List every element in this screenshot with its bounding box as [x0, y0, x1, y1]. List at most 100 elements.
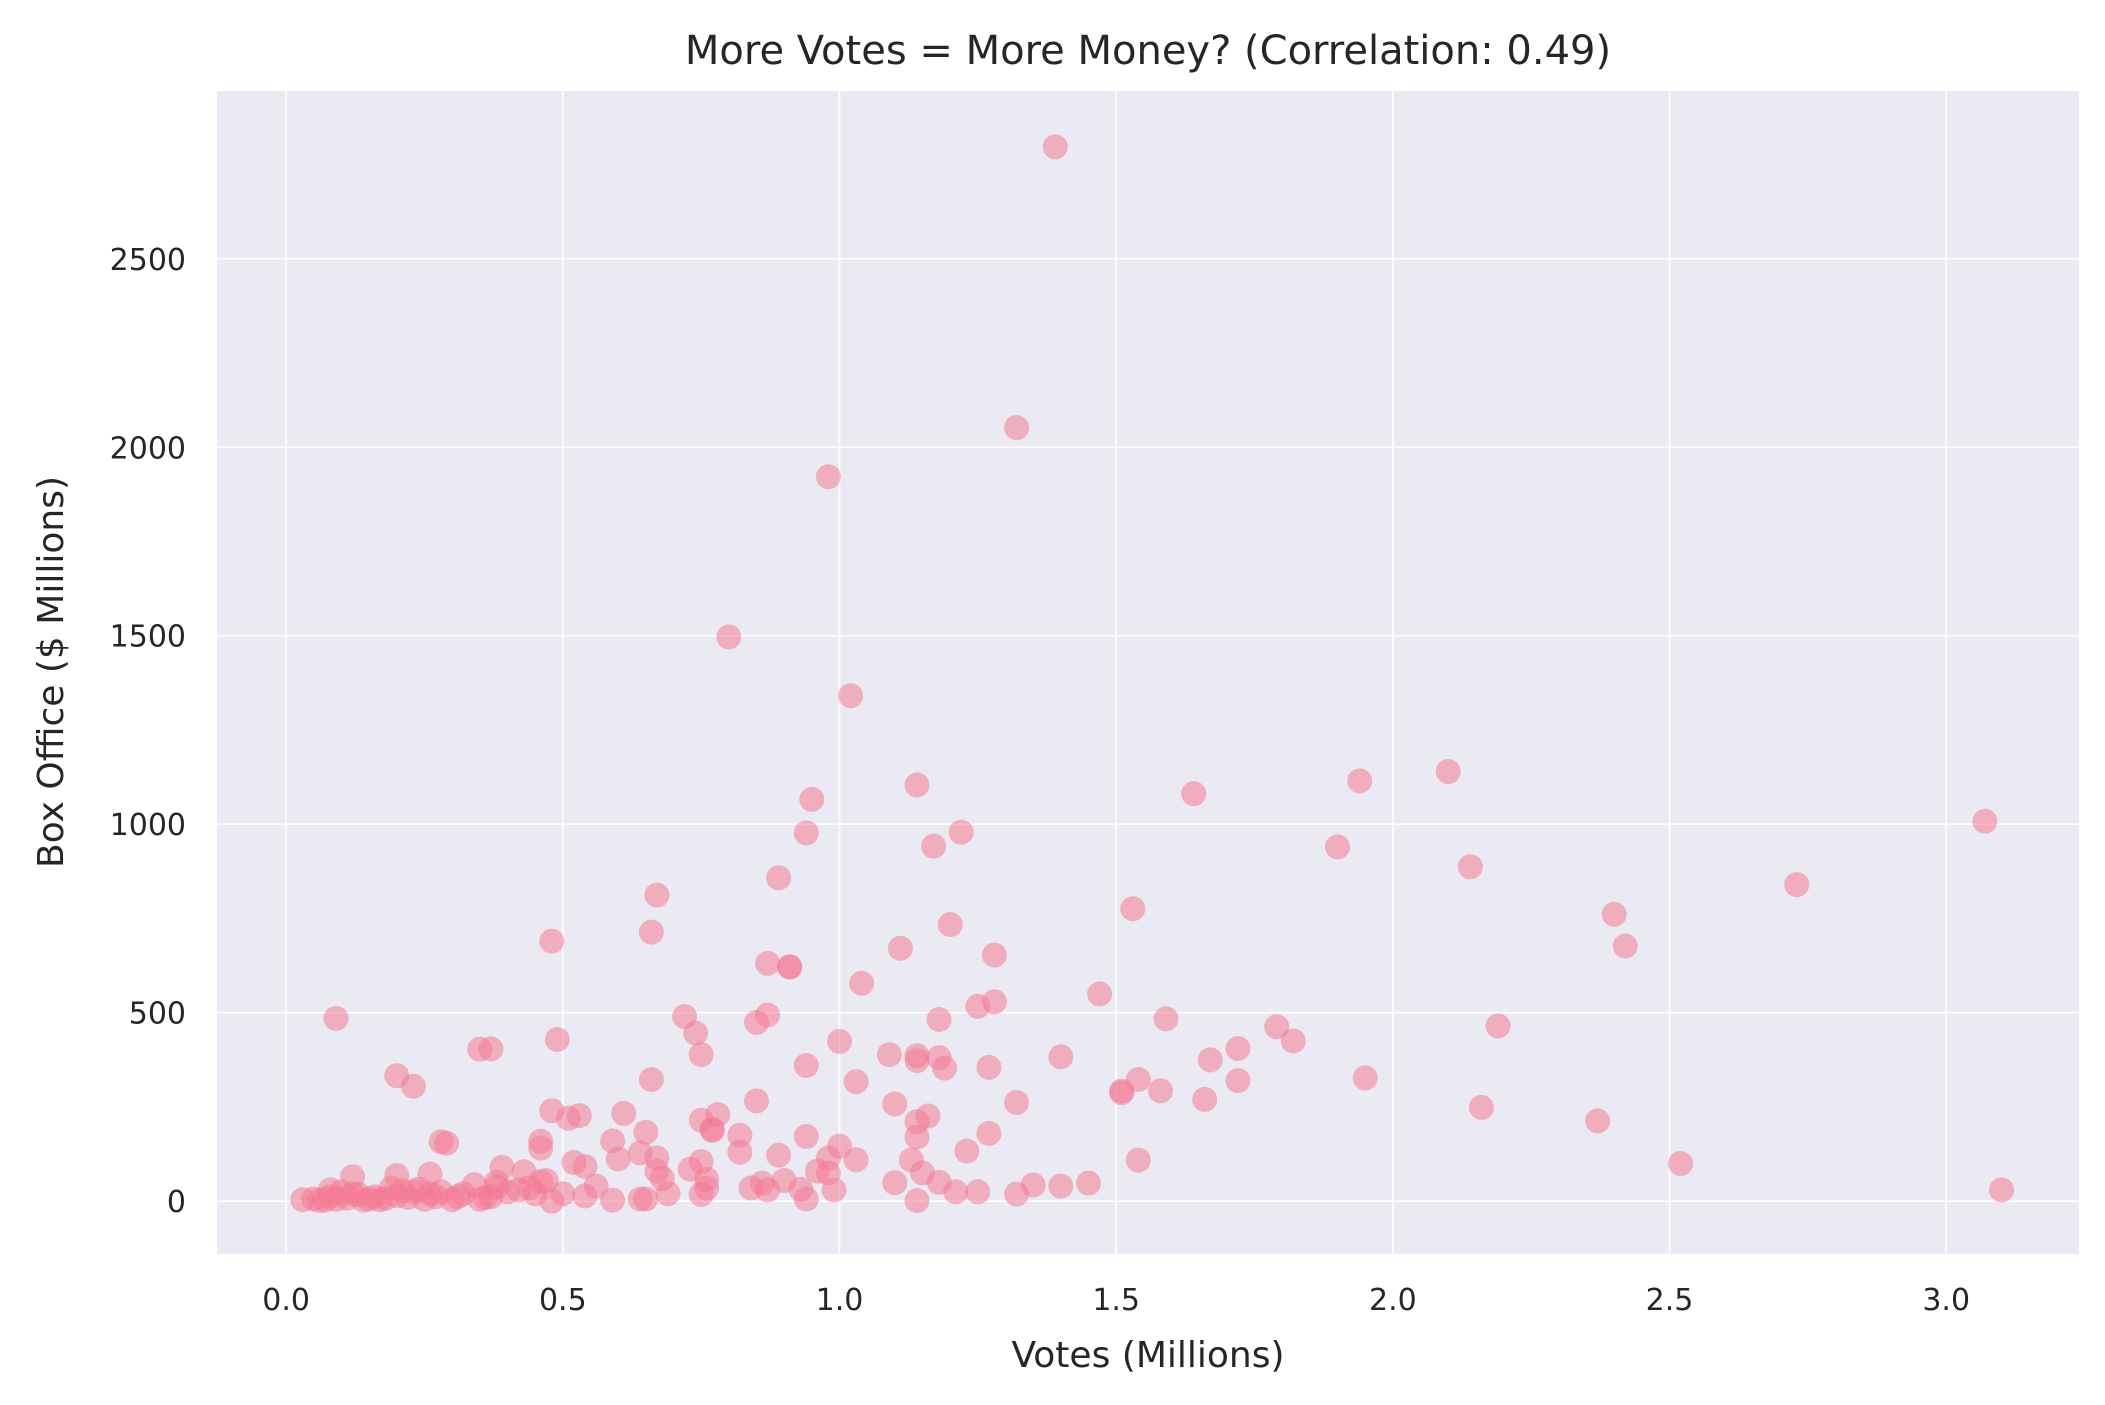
data-point — [981, 989, 1007, 1015]
data-point — [611, 1100, 637, 1126]
data-point — [849, 970, 875, 996]
data-point — [1612, 933, 1638, 959]
data-point — [882, 1091, 908, 1117]
data-point — [793, 1123, 819, 1149]
data-point — [688, 1042, 714, 1068]
data-point — [793, 1053, 819, 1078]
data-point — [716, 624, 742, 650]
data-point — [882, 1170, 908, 1196]
data-point — [439, 1187, 465, 1213]
data-point — [1601, 901, 1627, 927]
data-points — [290, 134, 2014, 1214]
data-point — [954, 1138, 980, 1164]
x-tick-label: 3.0 — [1922, 1283, 1970, 1318]
data-point — [539, 928, 565, 954]
data-point — [1048, 1173, 1074, 1199]
data-point — [948, 819, 974, 845]
data-point — [1004, 1090, 1030, 1115]
data-point — [633, 1119, 659, 1145]
data-point — [528, 1128, 554, 1154]
data-point — [843, 1069, 869, 1095]
data-point — [627, 1140, 653, 1166]
data-point — [965, 1179, 991, 1205]
data-point — [600, 1128, 626, 1154]
data-point — [1668, 1151, 1694, 1176]
data-point — [777, 954, 803, 980]
data-point — [1076, 1170, 1101, 1196]
data-point — [904, 772, 930, 798]
plot-area — [217, 91, 2079, 1254]
data-point — [1435, 759, 1461, 784]
data-point — [976, 1054, 1002, 1080]
data-point — [1264, 1014, 1290, 1040]
y-tick-label: 1500 — [110, 620, 186, 655]
data-point — [799, 786, 825, 812]
data-point — [1120, 896, 1146, 922]
data-point — [688, 1107, 714, 1133]
data-point — [1004, 1181, 1030, 1207]
data-point — [600, 1187, 626, 1213]
data-point — [1972, 808, 1998, 834]
data-point — [1468, 1094, 1494, 1120]
data-point — [1004, 415, 1030, 441]
data-point — [1042, 134, 1068, 160]
data-point — [428, 1129, 454, 1155]
y-tick-label: 500 — [129, 997, 186, 1032]
data-point — [981, 942, 1007, 968]
data-point — [478, 1036, 504, 1062]
x-tick-label: 1.5 — [1092, 1283, 1140, 1318]
data-point — [539, 1098, 565, 1124]
data-point — [561, 1149, 587, 1175]
data-point — [727, 1122, 753, 1148]
y-tick-label: 2500 — [110, 243, 186, 278]
x-tick-labels: 0.0 0.5 1.0 1.5 2.0 2.5 3.0 — [262, 1283, 1970, 1318]
data-point — [683, 1020, 709, 1046]
data-point — [976, 1120, 1002, 1146]
data-point — [1197, 1047, 1223, 1073]
data-point — [544, 1027, 570, 1052]
x-tick-label: 1.0 — [816, 1283, 864, 1318]
data-point — [744, 1010, 769, 1035]
data-point — [1087, 981, 1113, 1007]
data-point — [1989, 1177, 2014, 1203]
y-tick-label: 2000 — [110, 431, 186, 466]
data-point — [843, 1147, 869, 1173]
data-point — [1347, 768, 1373, 794]
x-tick-label: 2.5 — [1646, 1283, 1694, 1318]
data-point — [638, 1067, 664, 1092]
data-point — [1325, 834, 1350, 860]
data-point — [926, 1007, 952, 1032]
data-point — [400, 1073, 426, 1099]
data-point — [744, 1088, 769, 1114]
data-point — [876, 1042, 902, 1068]
data-point — [1153, 1006, 1179, 1032]
data-point — [1485, 1013, 1511, 1039]
data-point — [926, 1169, 952, 1195]
data-point — [921, 833, 947, 859]
data-point — [1457, 854, 1483, 880]
data-point — [677, 1156, 703, 1182]
x-tick-label: 0.0 — [262, 1283, 310, 1318]
data-point — [638, 919, 664, 945]
data-point — [633, 1186, 659, 1212]
data-point — [937, 912, 963, 937]
data-point — [766, 865, 792, 891]
data-point — [1048, 1044, 1074, 1070]
grid-lines — [217, 91, 2079, 1254]
data-point — [644, 882, 670, 908]
data-point — [838, 683, 864, 709]
data-point — [827, 1028, 852, 1054]
y-tick-labels: 0 500 1000 1500 2000 2500 — [110, 243, 186, 1220]
data-point — [887, 935, 913, 961]
data-point — [1181, 781, 1207, 807]
data-point — [815, 464, 841, 490]
data-point — [1585, 1108, 1611, 1134]
data-point — [1225, 1036, 1251, 1061]
data-point — [1192, 1086, 1218, 1112]
data-point — [904, 1048, 930, 1074]
x-tick-label: 2.0 — [1369, 1283, 1417, 1318]
data-point — [793, 820, 819, 846]
y-axis-label: Box Office ($ Millions) — [31, 476, 72, 868]
data-point — [1784, 872, 1810, 898]
